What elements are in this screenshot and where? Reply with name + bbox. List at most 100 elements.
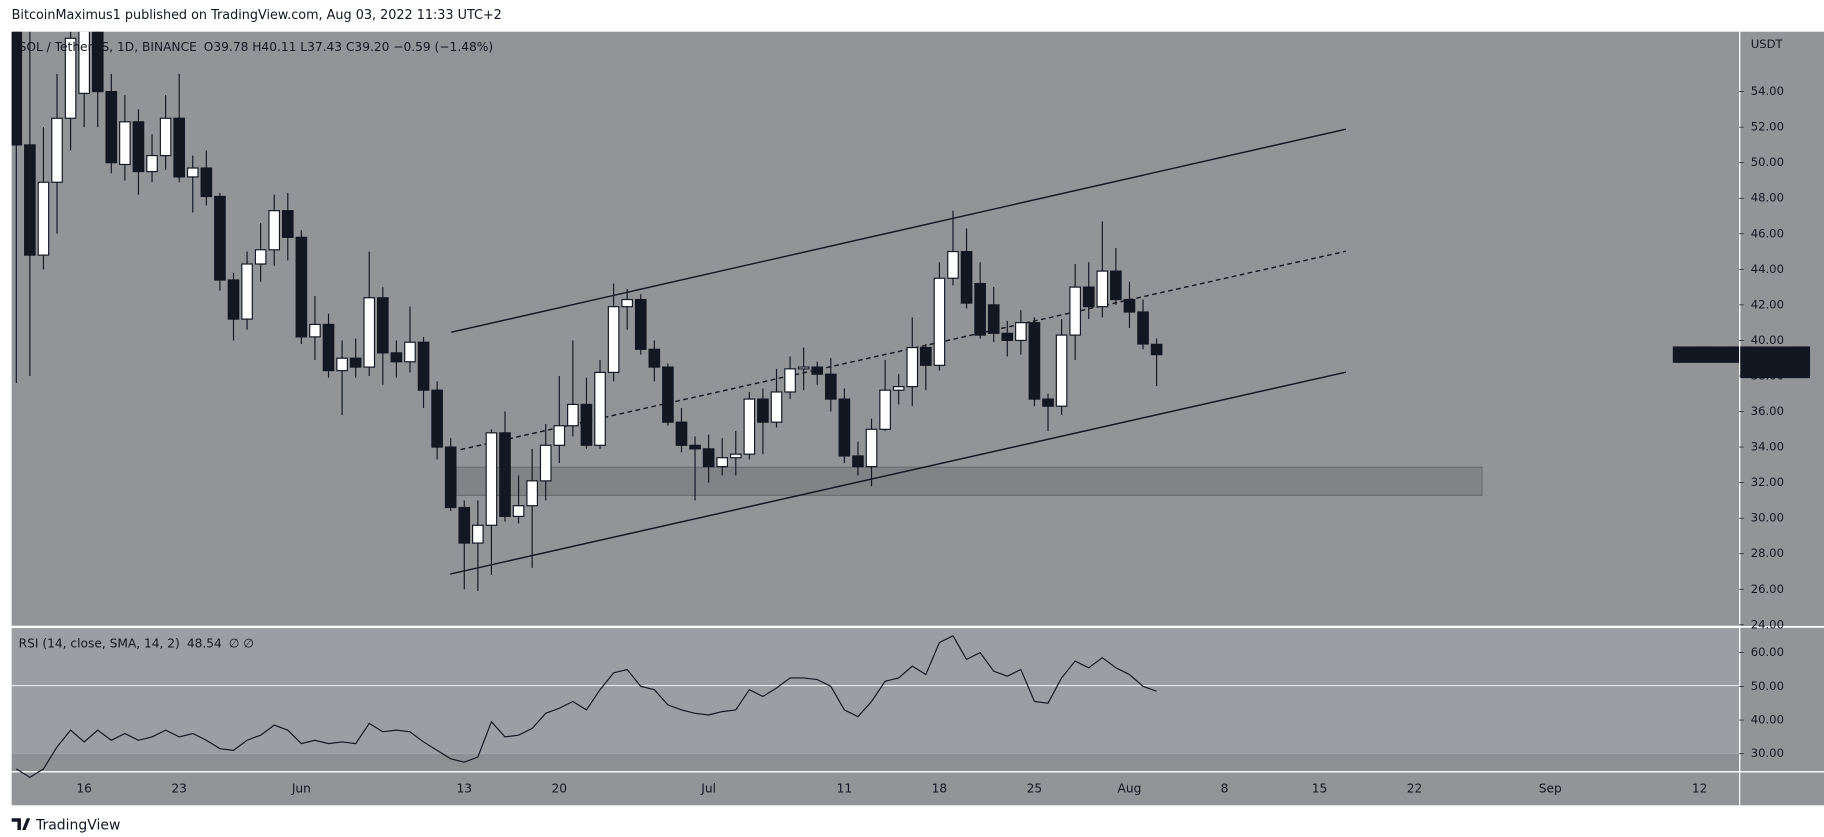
candle-body xyxy=(390,352,403,363)
candle-body xyxy=(567,403,579,427)
candle-body xyxy=(757,398,769,423)
candle-body xyxy=(675,421,688,446)
candle-body xyxy=(729,453,742,459)
x-tick-label: 25 xyxy=(1027,781,1043,795)
channel-upper xyxy=(451,128,1347,333)
candle-body xyxy=(838,398,851,457)
last-price-bg xyxy=(1740,346,1811,379)
candle-body xyxy=(553,425,566,446)
candle-body xyxy=(1123,298,1136,313)
x-tick-label: 20 xyxy=(552,781,568,795)
candle-body xyxy=(824,373,837,400)
footer-logo xyxy=(11,818,31,830)
candle-body xyxy=(607,306,620,374)
candle-body xyxy=(227,279,240,320)
x-tick-label: Aug xyxy=(1118,781,1142,795)
y-tick-label: 42.00 xyxy=(1751,297,1784,311)
candle-body xyxy=(512,505,525,517)
candle-body xyxy=(336,357,348,372)
candle-body xyxy=(417,341,430,391)
rsi-line xyxy=(15,635,1157,779)
candle-body xyxy=(458,506,471,544)
candle-body xyxy=(947,250,959,279)
candle-body xyxy=(159,117,172,157)
candle-body xyxy=(37,181,50,256)
candle-body xyxy=(11,31,23,146)
time-axis xyxy=(11,772,1824,806)
x-tick-label: 11 xyxy=(837,781,853,795)
rsi-y-tick-label: 30.00 xyxy=(1751,746,1784,760)
candle-body xyxy=(1137,311,1149,345)
y-tick-label: 34.00 xyxy=(1751,440,1784,454)
candle-body xyxy=(879,389,891,430)
y-tick-label: 26.00 xyxy=(1751,582,1784,596)
candle-body xyxy=(472,524,484,544)
candle-body xyxy=(186,167,199,178)
candle-body xyxy=(146,154,158,173)
candle-body xyxy=(254,249,267,265)
candle-body xyxy=(933,277,946,366)
price-axis xyxy=(1740,31,1824,772)
candle-body xyxy=(51,117,63,183)
candle-body xyxy=(784,368,796,393)
y-tick-label: 32.00 xyxy=(1751,475,1784,489)
x-tick-label: 8 xyxy=(1221,781,1229,795)
x-tick-label: 15 xyxy=(1312,781,1328,795)
legend-title: SOL / TetherUS, 1D, BINANCE xyxy=(19,39,197,53)
y-tick-label: 50.00 xyxy=(1751,155,1784,169)
publish-header: BitcoinMaximus1 published on TradingView… xyxy=(12,8,502,23)
candle-body xyxy=(214,195,226,281)
y-tick-label: 46.00 xyxy=(1751,226,1784,240)
rsi-y-tick-label: 50.00 xyxy=(1751,679,1784,693)
y-tick-label: 44.00 xyxy=(1751,262,1784,276)
y-axis-label: USDT xyxy=(1751,37,1784,51)
candle-body xyxy=(363,297,376,368)
candle-body xyxy=(634,298,647,350)
candle-body xyxy=(662,366,674,423)
candle-body xyxy=(594,371,606,446)
candle-body xyxy=(444,446,457,509)
candle-body xyxy=(526,480,538,507)
candle-body xyxy=(78,31,90,94)
candle-body xyxy=(200,167,213,198)
price-pane xyxy=(11,31,1740,626)
candle-body xyxy=(621,298,633,308)
candle-body xyxy=(920,346,932,366)
rsi-legend: RSI (14, close, SMA, 14, 2) 48.54 ∅ ∅ xyxy=(19,636,254,650)
y-tick-label: 40.00 xyxy=(1751,333,1784,347)
candle-body xyxy=(241,263,253,320)
candle-body xyxy=(892,386,905,391)
candle-body xyxy=(1028,322,1041,400)
x-tick-label: Jun xyxy=(291,781,311,795)
candle-body xyxy=(865,428,878,468)
candle-body xyxy=(322,323,335,372)
candle-body xyxy=(974,282,986,336)
rsi-low-band xyxy=(11,753,1740,772)
candle-body xyxy=(702,448,715,468)
rsi-y-tick-label: 40.00 xyxy=(1751,713,1784,727)
candle-body xyxy=(811,366,824,375)
candle-body xyxy=(377,297,389,354)
candle-body xyxy=(119,121,131,166)
candle-body xyxy=(770,391,783,423)
legend-values: O39.78 H40.11 L37.43 C39.20 −0.59 (−1.48… xyxy=(204,39,493,53)
rsi-pane xyxy=(11,628,1740,754)
candle-body xyxy=(431,389,443,448)
candle-body xyxy=(268,210,281,251)
rsi-y-tick-label: 60.00 xyxy=(1751,645,1784,659)
x-tick-label: 12 xyxy=(1692,781,1708,795)
symbol-label-bg xyxy=(1672,346,1740,363)
x-tick-label: Sep xyxy=(1539,781,1562,795)
x-tick-label: 18 xyxy=(932,781,948,795)
candle-body xyxy=(1096,270,1109,308)
y-tick-label: 24.00 xyxy=(1751,617,1784,631)
candle-body xyxy=(906,346,919,388)
candle-body xyxy=(173,117,186,178)
candle-body xyxy=(499,432,511,517)
candle-body xyxy=(960,250,973,304)
candle-body xyxy=(648,348,661,368)
candle-body xyxy=(309,323,321,338)
legend: SOL / TetherUS, 1D, BINANCE O39.78 H40.11… xyxy=(19,39,494,53)
support-zone xyxy=(455,466,1483,496)
